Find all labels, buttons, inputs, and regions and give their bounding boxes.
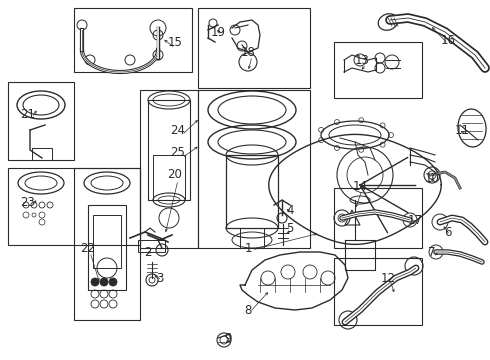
Bar bbox=[334, 188, 422, 248]
Bar bbox=[74, 168, 140, 320]
Circle shape bbox=[109, 278, 117, 286]
Bar bbox=[93, 215, 121, 268]
Bar bbox=[8, 168, 140, 245]
Text: 17: 17 bbox=[408, 213, 422, 226]
Text: 8: 8 bbox=[245, 303, 252, 316]
Text: 5: 5 bbox=[286, 221, 294, 234]
Bar bbox=[138, 240, 165, 252]
Bar bbox=[198, 8, 310, 88]
Text: 20: 20 bbox=[168, 168, 182, 181]
Text: 9: 9 bbox=[224, 332, 232, 345]
Text: 23: 23 bbox=[21, 195, 35, 208]
Text: 18: 18 bbox=[241, 45, 255, 58]
Text: 3: 3 bbox=[156, 271, 164, 284]
Bar bbox=[334, 42, 422, 98]
Circle shape bbox=[100, 278, 108, 286]
Text: 15: 15 bbox=[168, 36, 182, 49]
Bar bbox=[88, 205, 126, 290]
Bar bbox=[140, 90, 198, 248]
Text: 6: 6 bbox=[444, 225, 452, 238]
Bar bbox=[32, 148, 52, 160]
Text: 11: 11 bbox=[455, 123, 469, 136]
Text: 2: 2 bbox=[144, 246, 152, 258]
Text: 12: 12 bbox=[381, 271, 395, 284]
Bar bbox=[198, 90, 310, 248]
Bar bbox=[8, 82, 74, 160]
Bar bbox=[226, 155, 278, 228]
Bar bbox=[153, 155, 185, 200]
Bar bbox=[334, 258, 422, 325]
Text: 21: 21 bbox=[21, 108, 35, 122]
Text: 24: 24 bbox=[171, 123, 186, 136]
Text: 14: 14 bbox=[352, 180, 368, 193]
Circle shape bbox=[91, 278, 99, 286]
Text: 16: 16 bbox=[441, 33, 456, 46]
Text: 19: 19 bbox=[211, 26, 225, 39]
Polygon shape bbox=[345, 210, 360, 225]
Text: 13: 13 bbox=[355, 54, 369, 67]
Text: 7: 7 bbox=[428, 246, 436, 258]
Text: 10: 10 bbox=[424, 171, 440, 184]
Bar bbox=[74, 8, 192, 72]
Text: 25: 25 bbox=[171, 145, 185, 158]
Text: 22: 22 bbox=[80, 242, 96, 255]
Text: 4: 4 bbox=[286, 203, 294, 216]
Text: 1: 1 bbox=[244, 242, 252, 255]
Bar bbox=[148, 100, 190, 200]
